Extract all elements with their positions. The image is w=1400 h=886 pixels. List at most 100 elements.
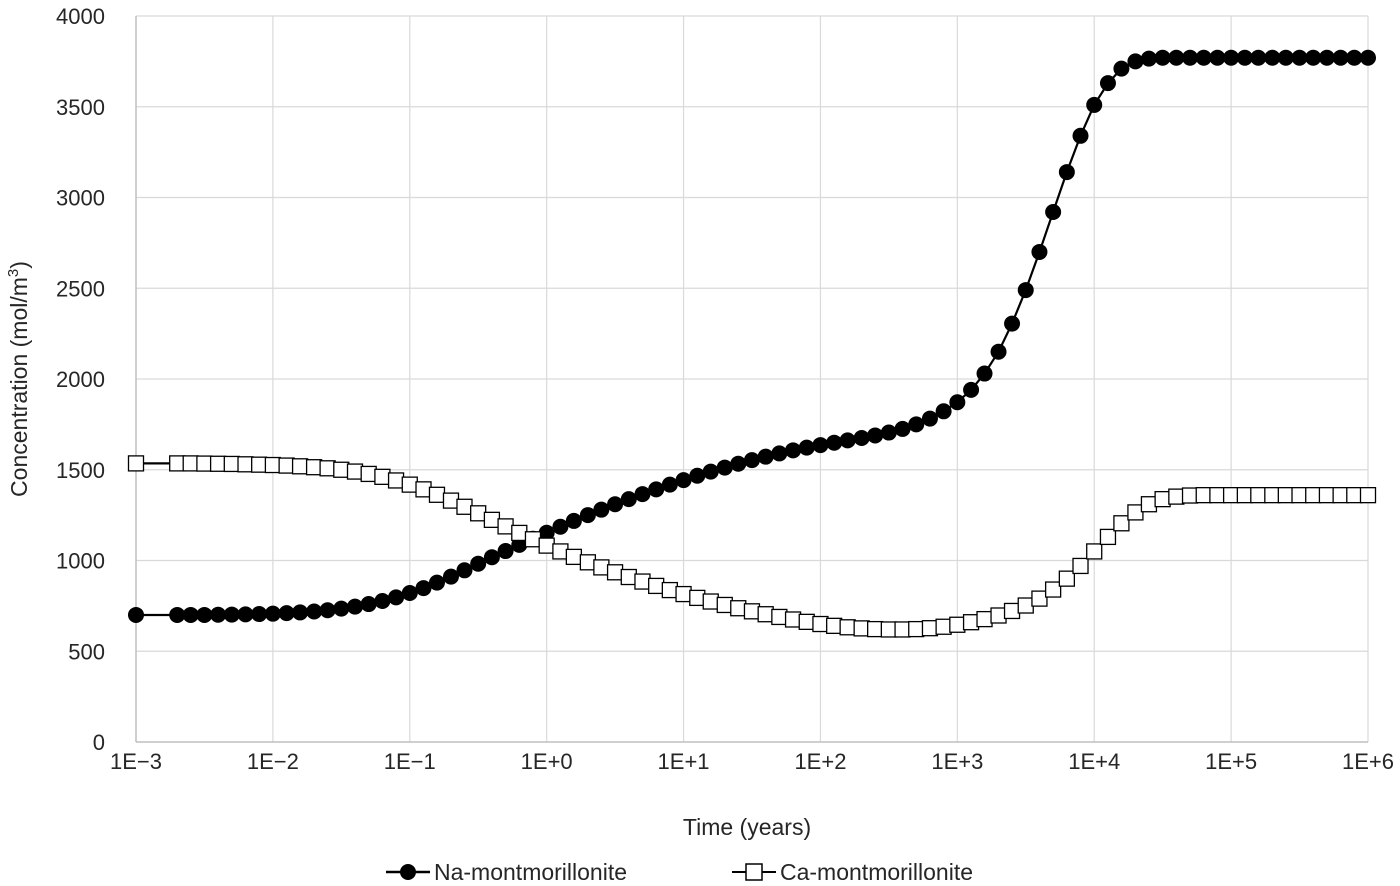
data-point <box>675 472 692 489</box>
data-point <box>1332 487 1349 504</box>
data-point <box>990 607 1007 624</box>
data-point <box>360 596 377 613</box>
legend: Na-montmorillonite Ca-montmorillonite <box>386 859 973 885</box>
x-tick-label: 1E+2 <box>794 749 846 774</box>
data-point <box>689 467 706 484</box>
data-point <box>374 592 391 609</box>
x-tick-label: 1E+1 <box>658 749 710 774</box>
data-point <box>1209 487 1226 504</box>
data-point <box>880 424 897 441</box>
data-point <box>483 549 500 566</box>
data-point <box>1017 597 1034 614</box>
data-point <box>894 621 911 638</box>
data-point <box>1182 49 1199 66</box>
data-point <box>1017 282 1034 299</box>
data-point <box>1140 496 1158 513</box>
data-point <box>319 460 336 477</box>
data-point <box>442 568 459 585</box>
x-tick-label: 1E+6 <box>1342 749 1394 774</box>
data-point <box>196 455 213 472</box>
data-point <box>1045 204 1062 221</box>
data-point <box>1250 49 1267 66</box>
data-point <box>442 492 460 509</box>
series-na <box>128 49 1376 623</box>
data-point <box>757 606 774 623</box>
data-point <box>1031 243 1048 260</box>
data-point <box>223 606 240 623</box>
data-point <box>1332 49 1349 66</box>
data-point <box>963 381 980 398</box>
data-point <box>470 555 487 572</box>
data-point <box>962 614 980 631</box>
data-point <box>798 613 815 630</box>
legend-item-ca: Ca-montmorillonite <box>732 859 973 885</box>
data-point <box>1140 50 1157 67</box>
data-point <box>921 620 939 637</box>
legend-item-na: Na-montmorillonite <box>386 859 627 885</box>
data-point <box>1250 487 1267 504</box>
data-point <box>1127 504 1144 521</box>
data-point <box>1223 49 1240 66</box>
data-point <box>456 498 473 515</box>
data-point <box>1195 49 1212 66</box>
data-point <box>1058 164 1075 181</box>
data-point <box>237 456 254 473</box>
legend-ca-label: Ca-montmorillonite <box>780 859 973 885</box>
data-point <box>675 585 692 603</box>
data-point <box>278 605 295 622</box>
legend-na-label: Na-montmorillonite <box>434 859 627 885</box>
x-tick-label: 1E+3 <box>931 749 983 774</box>
y-tick-label: 1000 <box>56 549 105 574</box>
y-tick-label: 3000 <box>56 186 105 211</box>
data-point <box>634 486 651 503</box>
data-point <box>935 403 952 420</box>
data-point <box>552 543 569 560</box>
data-point <box>292 604 309 621</box>
data-point <box>1004 315 1021 332</box>
data-point <box>1099 75 1116 92</box>
data-point <box>716 596 733 614</box>
data-point <box>620 491 637 508</box>
data-point <box>743 603 761 620</box>
data-point <box>251 606 268 623</box>
data-point <box>1072 557 1089 575</box>
data-point <box>607 496 624 513</box>
data-point <box>785 442 802 459</box>
data-point <box>894 420 911 437</box>
data-point <box>853 620 870 637</box>
data-point <box>798 439 815 456</box>
data-point <box>237 606 254 623</box>
data-point <box>169 606 186 623</box>
data-point <box>1236 487 1254 504</box>
data-point <box>771 608 788 626</box>
data-point <box>1127 53 1144 70</box>
data-point <box>470 505 487 522</box>
data-point <box>1072 127 1089 144</box>
series-ca <box>127 455 1377 638</box>
data-point <box>333 600 350 617</box>
data-point <box>1346 49 1363 66</box>
data-point <box>702 593 719 610</box>
data-point <box>511 524 528 542</box>
data-point <box>634 573 651 590</box>
y-tick-label: 500 <box>68 639 105 664</box>
data-point <box>1236 49 1253 66</box>
data-point <box>1291 487 1308 504</box>
data-point <box>128 606 144 623</box>
data-point <box>1168 49 1185 66</box>
data-point <box>538 524 555 541</box>
legend-na-marker <box>400 864 416 880</box>
data-point <box>648 481 665 498</box>
data-point <box>347 598 364 615</box>
data-point <box>976 610 993 628</box>
data-point <box>1044 581 1062 598</box>
y-tick-label: 0 <box>93 730 105 755</box>
data-point <box>826 434 843 451</box>
data-point <box>1154 491 1171 508</box>
data-point <box>565 548 583 566</box>
data-point <box>306 603 323 620</box>
data-point <box>1277 49 1294 66</box>
data-point <box>538 537 555 554</box>
data-point <box>606 564 624 581</box>
